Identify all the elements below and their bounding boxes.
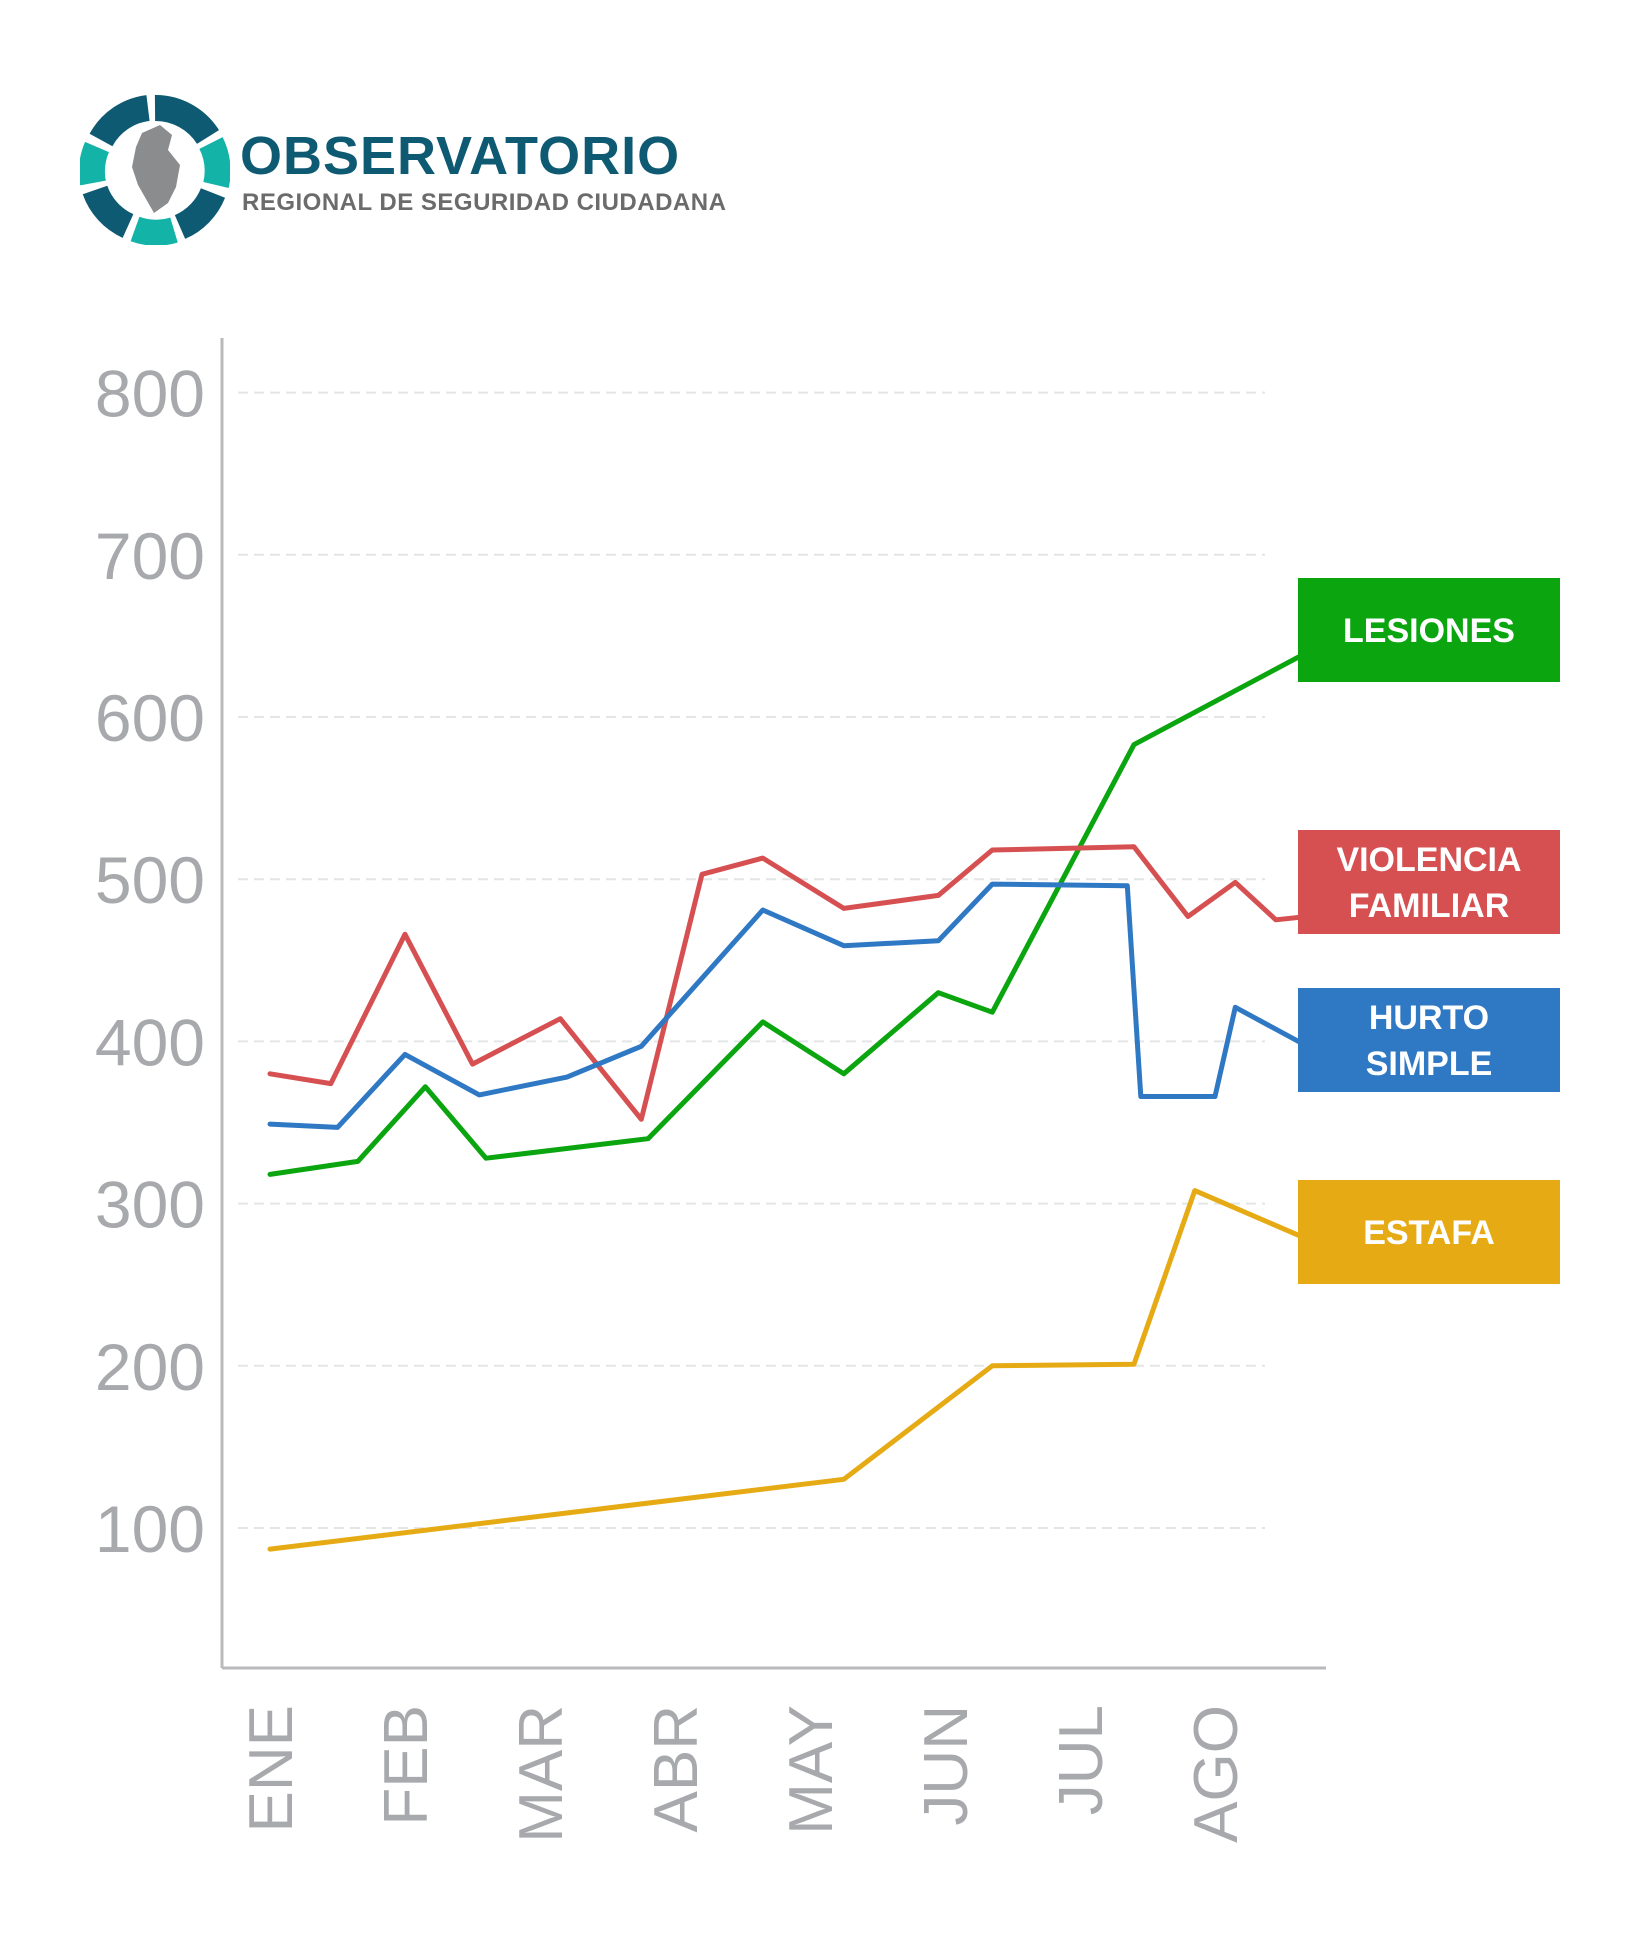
y-tick-label: 200 bbox=[95, 1330, 205, 1404]
legend-box bbox=[1298, 578, 1560, 682]
y-tick-label: 700 bbox=[95, 519, 205, 593]
x-tick-label: JUN bbox=[912, 1705, 981, 1826]
y-tick-label: 500 bbox=[95, 843, 205, 917]
x-tick-label: AGO bbox=[1182, 1705, 1251, 1843]
series-line-estafa bbox=[267, 1188, 1326, 1552]
x-tick-label: ABR bbox=[642, 1705, 711, 1832]
legend: LESIONES VIOLENCIA FAMILIAR HURTO SIMPLE ESTA… bbox=[1298, 578, 1560, 1284]
logo-subtitle: REGIONAL DE SEGURIDAD CIUDADANA bbox=[242, 189, 727, 216]
legend-item: VIOLENCIA FAMILIAR bbox=[1298, 830, 1560, 934]
y-tick-label: 600 bbox=[95, 681, 205, 755]
legend-item: HURTO SIMPLE bbox=[1298, 988, 1560, 1092]
gridlines bbox=[238, 391, 1265, 1529]
legend-item: ESTAFA bbox=[1298, 1180, 1560, 1284]
logo-icon bbox=[80, 95, 230, 245]
y-tick-label: 800 bbox=[95, 357, 205, 431]
legend-label: LESIONES bbox=[1343, 612, 1515, 650]
series-line-violencia-familiar bbox=[267, 844, 1326, 1122]
x-tick-label: JUL bbox=[1047, 1705, 1116, 1815]
axes bbox=[220, 338, 1326, 1670]
logo: OBSERVATORIO REGIONAL DE SEGURIDAD CIUDA… bbox=[80, 95, 726, 245]
logo-title: OBSERVATORIO bbox=[240, 126, 681, 186]
legend-label: VIOLENCIA FAMILIAR bbox=[1336, 841, 1521, 925]
x-tick-label: MAR bbox=[507, 1705, 576, 1843]
x-tick-labels: ENE FEB MAR ABR MAY JUN JUL AGO bbox=[237, 1705, 1251, 1843]
legend-label: HURTO SIMPLE bbox=[1366, 999, 1493, 1083]
x-tick-label: FEB bbox=[372, 1705, 441, 1826]
series-line-lesiones bbox=[267, 641, 1326, 1177]
y-tick-labels: 100 200 300 400 500 600 700 800 bbox=[95, 357, 205, 1566]
series-lines bbox=[267, 641, 1326, 1552]
legend-label: ESTAFA bbox=[1363, 1214, 1495, 1252]
y-tick-label: 300 bbox=[95, 1168, 205, 1242]
y-tick-label: 100 bbox=[95, 1492, 205, 1566]
series-line-hurto-simple bbox=[267, 881, 1319, 1130]
legend-box bbox=[1298, 1180, 1560, 1284]
y-tick-label: 400 bbox=[95, 1005, 205, 1079]
legend-item: LESIONES bbox=[1298, 578, 1560, 682]
legend-box bbox=[1298, 830, 1560, 934]
x-tick-label: MAY bbox=[777, 1705, 846, 1835]
legend-box bbox=[1298, 988, 1560, 1092]
x-tick-label: ENE bbox=[237, 1705, 306, 1832]
